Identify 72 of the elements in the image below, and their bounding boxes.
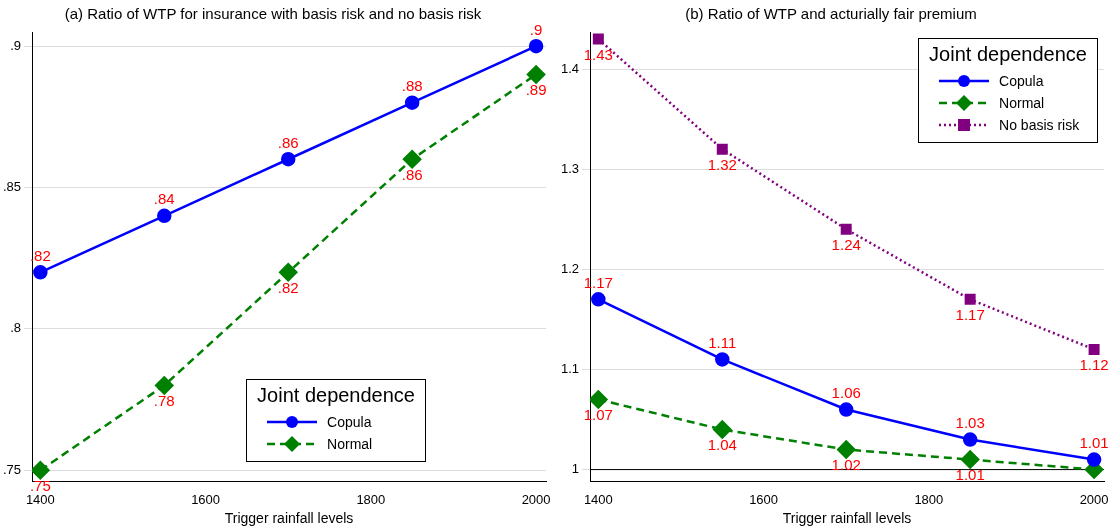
point — [278, 263, 298, 282]
data-label: 1.06 — [831, 384, 861, 402]
data-label: 1.17 — [955, 306, 985, 323]
data-label: 1.04 — [707, 436, 737, 454]
point — [713, 420, 732, 439]
point — [1086, 452, 1102, 467]
data-label: .82 — [277, 278, 299, 296]
y-tick-label: 1.4 — [560, 60, 580, 76]
data-label: 1.32 — [707, 155, 737, 173]
y-tick-label: .9 — [10, 37, 22, 53]
y-tick-label: 1.1 — [560, 361, 580, 377]
point — [836, 440, 856, 459]
point — [526, 65, 546, 84]
legend-title: Joint dependence — [929, 43, 1087, 66]
x-tick-label: 1400 — [25, 491, 55, 507]
data-label: 1.11 — [708, 334, 737, 352]
data-label: .88 — [401, 77, 423, 95]
y-tick-label: 1.2 — [560, 260, 580, 276]
point — [716, 143, 728, 155]
data-label: 1.24 — [831, 235, 861, 253]
point — [528, 38, 544, 54]
data-label: 1.01 — [955, 466, 985, 484]
point — [964, 293, 976, 305]
data-label: 1.02 — [831, 456, 861, 474]
y-tick-label: 1 — [571, 461, 580, 477]
data-label: 1.01 — [1079, 434, 1109, 452]
data-label: .86 — [401, 165, 423, 183]
legend-title: Joint dependence — [257, 383, 415, 407]
chart-title: (b) Ratio of WTP and acturially fair premium — [685, 5, 977, 23]
point — [280, 152, 296, 167]
point — [402, 150, 422, 169]
y-tick-label: 1.3 — [560, 160, 580, 176]
point — [404, 95, 420, 110]
y-tick-label: .8 — [10, 320, 22, 336]
legend-label: Normal — [999, 94, 1045, 113]
point — [1088, 343, 1100, 355]
point — [590, 390, 608, 409]
x-tick-label: 2000 — [521, 491, 551, 507]
point — [33, 265, 48, 280]
x-tick-label: 1800 — [356, 491, 386, 507]
data-label: .9 — [529, 20, 543, 38]
legend-label: Copula — [327, 412, 372, 432]
point — [962, 432, 978, 447]
data-label: .84 — [153, 190, 175, 208]
point — [960, 450, 980, 469]
legend-label: No basis risk — [999, 116, 1080, 135]
data-label: .89 — [525, 81, 547, 99]
point — [715, 352, 730, 367]
point — [592, 33, 604, 45]
legend-label: Copula — [999, 72, 1044, 91]
data-label: .86 — [277, 133, 299, 151]
point — [838, 402, 854, 417]
data-label: .75 — [29, 476, 51, 494]
data-label: 1.03 — [955, 414, 985, 432]
y-tick-label: .85 — [2, 179, 22, 195]
legend-label: Normal — [327, 434, 373, 454]
x-tick-label: 1400 — [583, 491, 613, 507]
chart-title: (a) Ratio of WTP for insurance with basis risk and no basis risk — [64, 5, 482, 23]
point — [591, 292, 606, 307]
x-axis-title: Trigger rainfall levels — [224, 510, 354, 527]
point — [155, 376, 174, 395]
point — [840, 223, 852, 235]
data-label: .78 — [153, 392, 175, 410]
x-tick-label: 2000 — [1079, 491, 1109, 507]
point — [157, 208, 172, 224]
x-tick-label: 1800 — [914, 491, 944, 507]
x-axis-title: Trigger rainfall levels — [782, 510, 912, 527]
y-tick-label: .75 — [2, 461, 22, 477]
x-tick-label: 1600 — [191, 491, 221, 507]
point — [32, 461, 50, 480]
x-tick-label: 1600 — [749, 491, 779, 507]
data-label: 1.12 — [1079, 356, 1109, 374]
